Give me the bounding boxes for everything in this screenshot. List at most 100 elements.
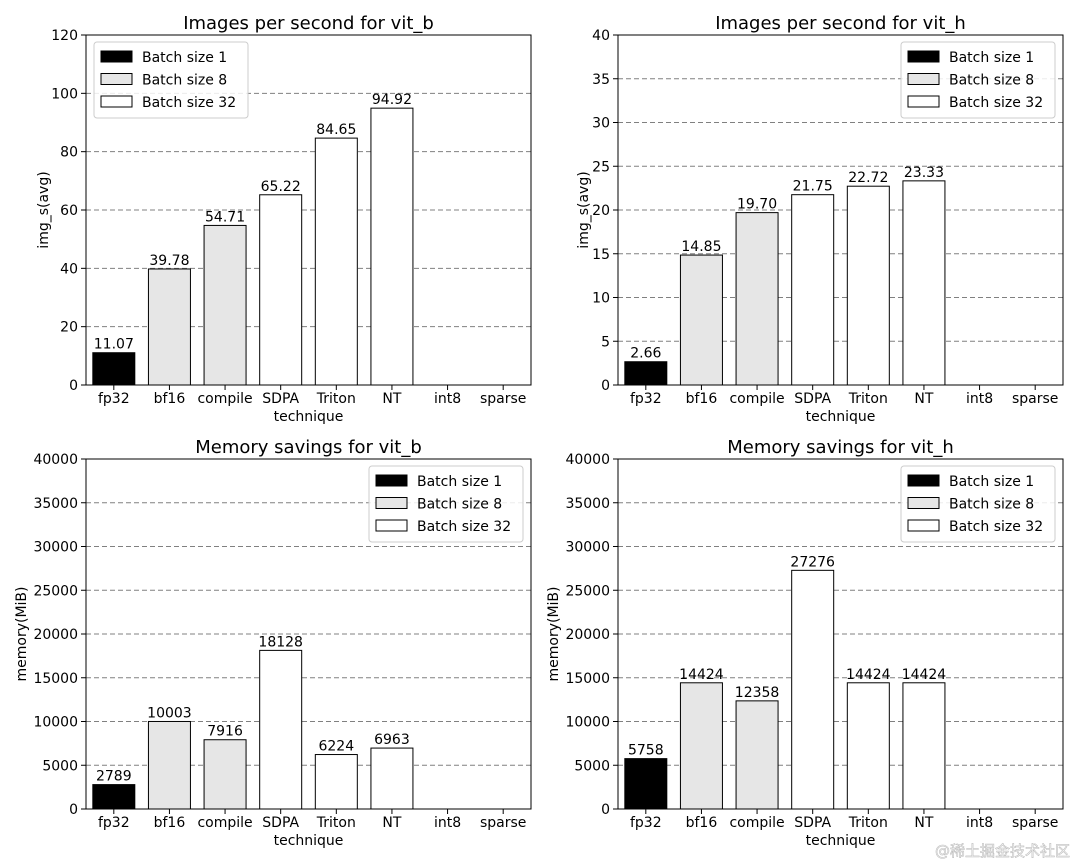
legend-label: Batch size 1	[417, 474, 502, 490]
x-tick-label-sparse: sparse	[480, 391, 526, 407]
x-tick-label-bf16: bf16	[154, 815, 186, 831]
bar-bf16	[147, 268, 191, 386]
x-tick-label-sdpa: SDPA	[262, 815, 299, 831]
data-label: 12358	[735, 685, 780, 701]
data-label: 14.85	[681, 239, 721, 255]
bar-sdpa	[791, 194, 835, 386]
chart-title: Images per second for vit_b	[183, 13, 434, 34]
chart-panel-2: 2.66 14.85 19.70 21.75 22.72 23.33 0 5 10 15 20 25 3…	[576, 13, 1064, 425]
data-label: 39.78	[149, 253, 189, 269]
y-tick-label: 25000	[33, 583, 78, 599]
bar-compile	[735, 212, 779, 386]
bar-fp32	[624, 758, 668, 810]
chart-panel-4: 5758 14424 12358 27276 14424 14424 0 5000 10000 1…	[546, 437, 1064, 849]
watermark: @稀土掘金技术社区	[935, 842, 1070, 860]
data-label: 54.71	[205, 209, 245, 225]
chart-title: Images per second for vit_h	[715, 13, 966, 34]
x-tick-label-triton: Triton	[316, 815, 356, 831]
chart-title: Memory savings for vit_b	[195, 437, 422, 458]
data-label: 5758	[628, 743, 664, 759]
data-label: 14424	[846, 667, 891, 683]
legend-label: Batch size 32	[949, 95, 1043, 111]
legend-swatch	[375, 519, 408, 532]
bar-fp32	[92, 784, 136, 810]
y-tick-label: 20000	[33, 627, 78, 643]
bar-nt	[370, 747, 414, 810]
data-label: 23.33	[904, 165, 944, 181]
bar-triton	[314, 137, 358, 386]
bar-nt	[902, 682, 946, 810]
x-tick-label-sparse: sparse	[1012, 815, 1058, 831]
y-tick-label: 20	[592, 203, 610, 219]
data-label: 21.75	[793, 179, 833, 195]
data-label: 14424	[902, 667, 947, 683]
bar-compile	[735, 700, 779, 810]
legend-swatch	[907, 519, 940, 532]
bar-bf16	[147, 720, 191, 810]
x-tick-label-sdpa: SDPA	[262, 391, 299, 407]
x-axis-label: technique	[806, 833, 876, 849]
y-tick-label: 0	[69, 378, 78, 394]
x-tick-label-nt: NT	[382, 815, 401, 831]
y-tick-label: 25000	[565, 583, 610, 599]
y-tick-label: 0	[601, 378, 610, 394]
x-tick-label-int8: int8	[434, 815, 461, 831]
x-tick-label-triton: Triton	[848, 391, 888, 407]
legend-swatch	[375, 474, 408, 487]
x-tick-label-nt: NT	[914, 815, 933, 831]
bar-sdpa	[259, 194, 303, 386]
legend: Batch size 1 Batch size 8 Batch size 32	[900, 41, 1056, 119]
y-tick-label: 10000	[33, 715, 78, 731]
bar-triton	[846, 185, 890, 386]
y-tick-label: 5000	[574, 758, 610, 774]
data-label: 2789	[96, 769, 132, 785]
x-axis-label: technique	[274, 409, 344, 425]
y-tick-label: 10000	[565, 715, 610, 731]
bar-triton	[846, 682, 890, 810]
bar-compile	[203, 739, 247, 810]
y-tick-label: 35000	[33, 496, 78, 512]
bar-sdpa	[259, 649, 303, 810]
data-label: 6224	[318, 739, 354, 755]
legend-swatch	[907, 50, 940, 63]
legend-swatch	[907, 73, 940, 85]
bar-bf16	[679, 254, 723, 386]
x-tick-label-fp32: fp32	[98, 391, 130, 407]
legend-label: Batch size 8	[142, 73, 227, 89]
legend-label: Batch size 32	[949, 519, 1043, 535]
y-tick-label: 15000	[33, 671, 78, 687]
legend-label: Batch size 8	[417, 497, 502, 513]
x-tick-label-triton: Triton	[848, 815, 888, 831]
y-tick-label: 120	[51, 28, 78, 44]
x-tick-label-bf16: bf16	[686, 815, 718, 831]
y-tick-label: 40	[60, 261, 78, 277]
x-tick-label-sdpa: SDPA	[794, 815, 831, 831]
legend-swatch	[907, 474, 940, 487]
bar-fp32	[624, 361, 668, 386]
y-tick-label: 0	[69, 802, 78, 818]
x-tick-label-compile: compile	[197, 391, 252, 407]
bar-nt	[902, 180, 946, 386]
data-label: 10003	[147, 705, 192, 721]
x-axis-label: technique	[806, 409, 876, 425]
x-tick-label-compile: compile	[729, 815, 784, 831]
bar-triton	[314, 754, 358, 810]
y-axis-label: memory(MiB)	[14, 587, 30, 682]
y-tick-label: 15000	[565, 671, 610, 687]
data-label: 14424	[679, 667, 724, 683]
chart-panel-3: 2789 10003 7916 18128 6224 6963 0 5000 10000 1500…	[14, 437, 532, 849]
data-label: 65.22	[261, 179, 301, 195]
legend-label: Batch size 8	[949, 73, 1034, 89]
legend-label: Batch size 32	[142, 95, 236, 111]
data-label: 22.72	[848, 170, 888, 186]
data-label: 94.92	[372, 92, 412, 108]
x-tick-label-sdpa: SDPA	[794, 391, 831, 407]
y-tick-label: 40000	[33, 452, 78, 468]
y-tick-label: 60	[60, 203, 78, 219]
legend-swatch	[907, 497, 940, 509]
x-tick-label-fp32: fp32	[630, 391, 662, 407]
bar-nt	[370, 107, 414, 386]
chart-title: Memory savings for vit_h	[727, 437, 954, 458]
x-axis-label: technique	[274, 833, 344, 849]
x-tick-label-int8: int8	[966, 815, 993, 831]
